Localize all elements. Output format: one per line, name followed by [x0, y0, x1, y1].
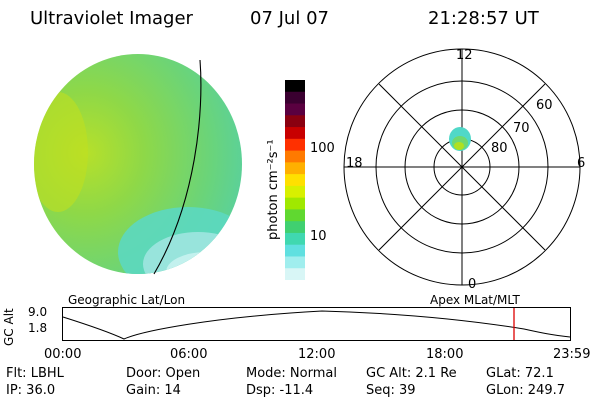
colorbar-swatch — [285, 232, 305, 246]
gc-alt-tick-1: 1.8 — [28, 321, 48, 335]
info-seq: Seq: 39 — [366, 383, 416, 398]
colorbar-swatch — [285, 244, 305, 257]
info-glat: GLat: 72.1 — [486, 366, 554, 381]
polar-plot — [343, 48, 581, 286]
gc-alt-tick-9: 9.0 — [28, 305, 48, 319]
polar-lat-80: 80 — [491, 141, 508, 156]
info-ip: IP: 36.0 — [6, 383, 56, 398]
altitude-curve — [62, 310, 571, 340]
time-tick-0600: 06:00 — [170, 347, 208, 362]
gc-alt-axis-label: GC Alt — [2, 308, 16, 346]
instrument-title: Ultraviolet Imager — [30, 8, 193, 29]
colorbar-units-label: photon cm⁻²s⁻¹ — [266, 139, 281, 240]
date-label: 07 Jul 07 — [250, 8, 329, 29]
aurora-spot — [449, 127, 471, 151]
time-tick-0000: 00:00 — [44, 347, 82, 362]
colorbar-swatch — [285, 115, 305, 128]
colorbar-swatch — [285, 174, 305, 187]
info-door: Door: Open — [126, 366, 201, 381]
time-tick-1800: 18:00 — [426, 347, 464, 362]
colorbar-swatch — [285, 150, 305, 163]
time-label: 21:28:57 UT — [428, 8, 539, 29]
colorbar-swatch — [285, 103, 305, 116]
colorbar-tick-10: 10 — [310, 229, 327, 244]
info-mode: Mode: Normal — [246, 366, 337, 381]
colorbar-swatch — [285, 256, 305, 269]
colorbar-swatch — [285, 268, 305, 281]
polar-label-bottom: 0 — [468, 277, 477, 292]
colorbar-swatch — [285, 197, 305, 210]
colorbar-swatch — [285, 162, 305, 175]
info-gc-alt: GC Alt: 2.1 Re — [366, 366, 457, 381]
colorbar-swatch — [285, 209, 305, 222]
colorbar-swatch — [285, 91, 305, 105]
apex-label: Apex MLat/MLT — [430, 293, 520, 307]
info-gain: Gain: 14 — [126, 383, 181, 398]
info-dsp: Dsp: -11.4 — [246, 383, 314, 398]
polar-label-right: 6 — [577, 156, 586, 171]
color-bar — [285, 80, 305, 281]
info-glon: GLon: 249.7 — [486, 383, 566, 398]
polar-lat-70: 70 — [513, 121, 530, 136]
altitude-plot — [62, 307, 571, 341]
time-tick-2359: 23:59 — [553, 347, 591, 362]
geographic-label: Geographic Lat/Lon — [68, 293, 186, 307]
terminator-line — [153, 59, 202, 275]
colorbar-tick-100: 100 — [310, 141, 335, 156]
info-filter: Flt: LBHL — [6, 366, 64, 381]
polar-lat-60: 60 — [536, 98, 553, 113]
earth-disk-image — [34, 54, 242, 275]
time-tick-1200: 12:00 — [298, 347, 336, 362]
polar-label-top: 12 — [456, 48, 473, 63]
colorbar-swatch — [285, 185, 305, 199]
colorbar-swatch — [285, 80, 305, 93]
colorbar-swatch — [285, 127, 305, 140]
colorbar-swatch — [285, 138, 305, 152]
polar-label-left: 18 — [346, 156, 363, 171]
colorbar-swatch — [285, 221, 305, 234]
